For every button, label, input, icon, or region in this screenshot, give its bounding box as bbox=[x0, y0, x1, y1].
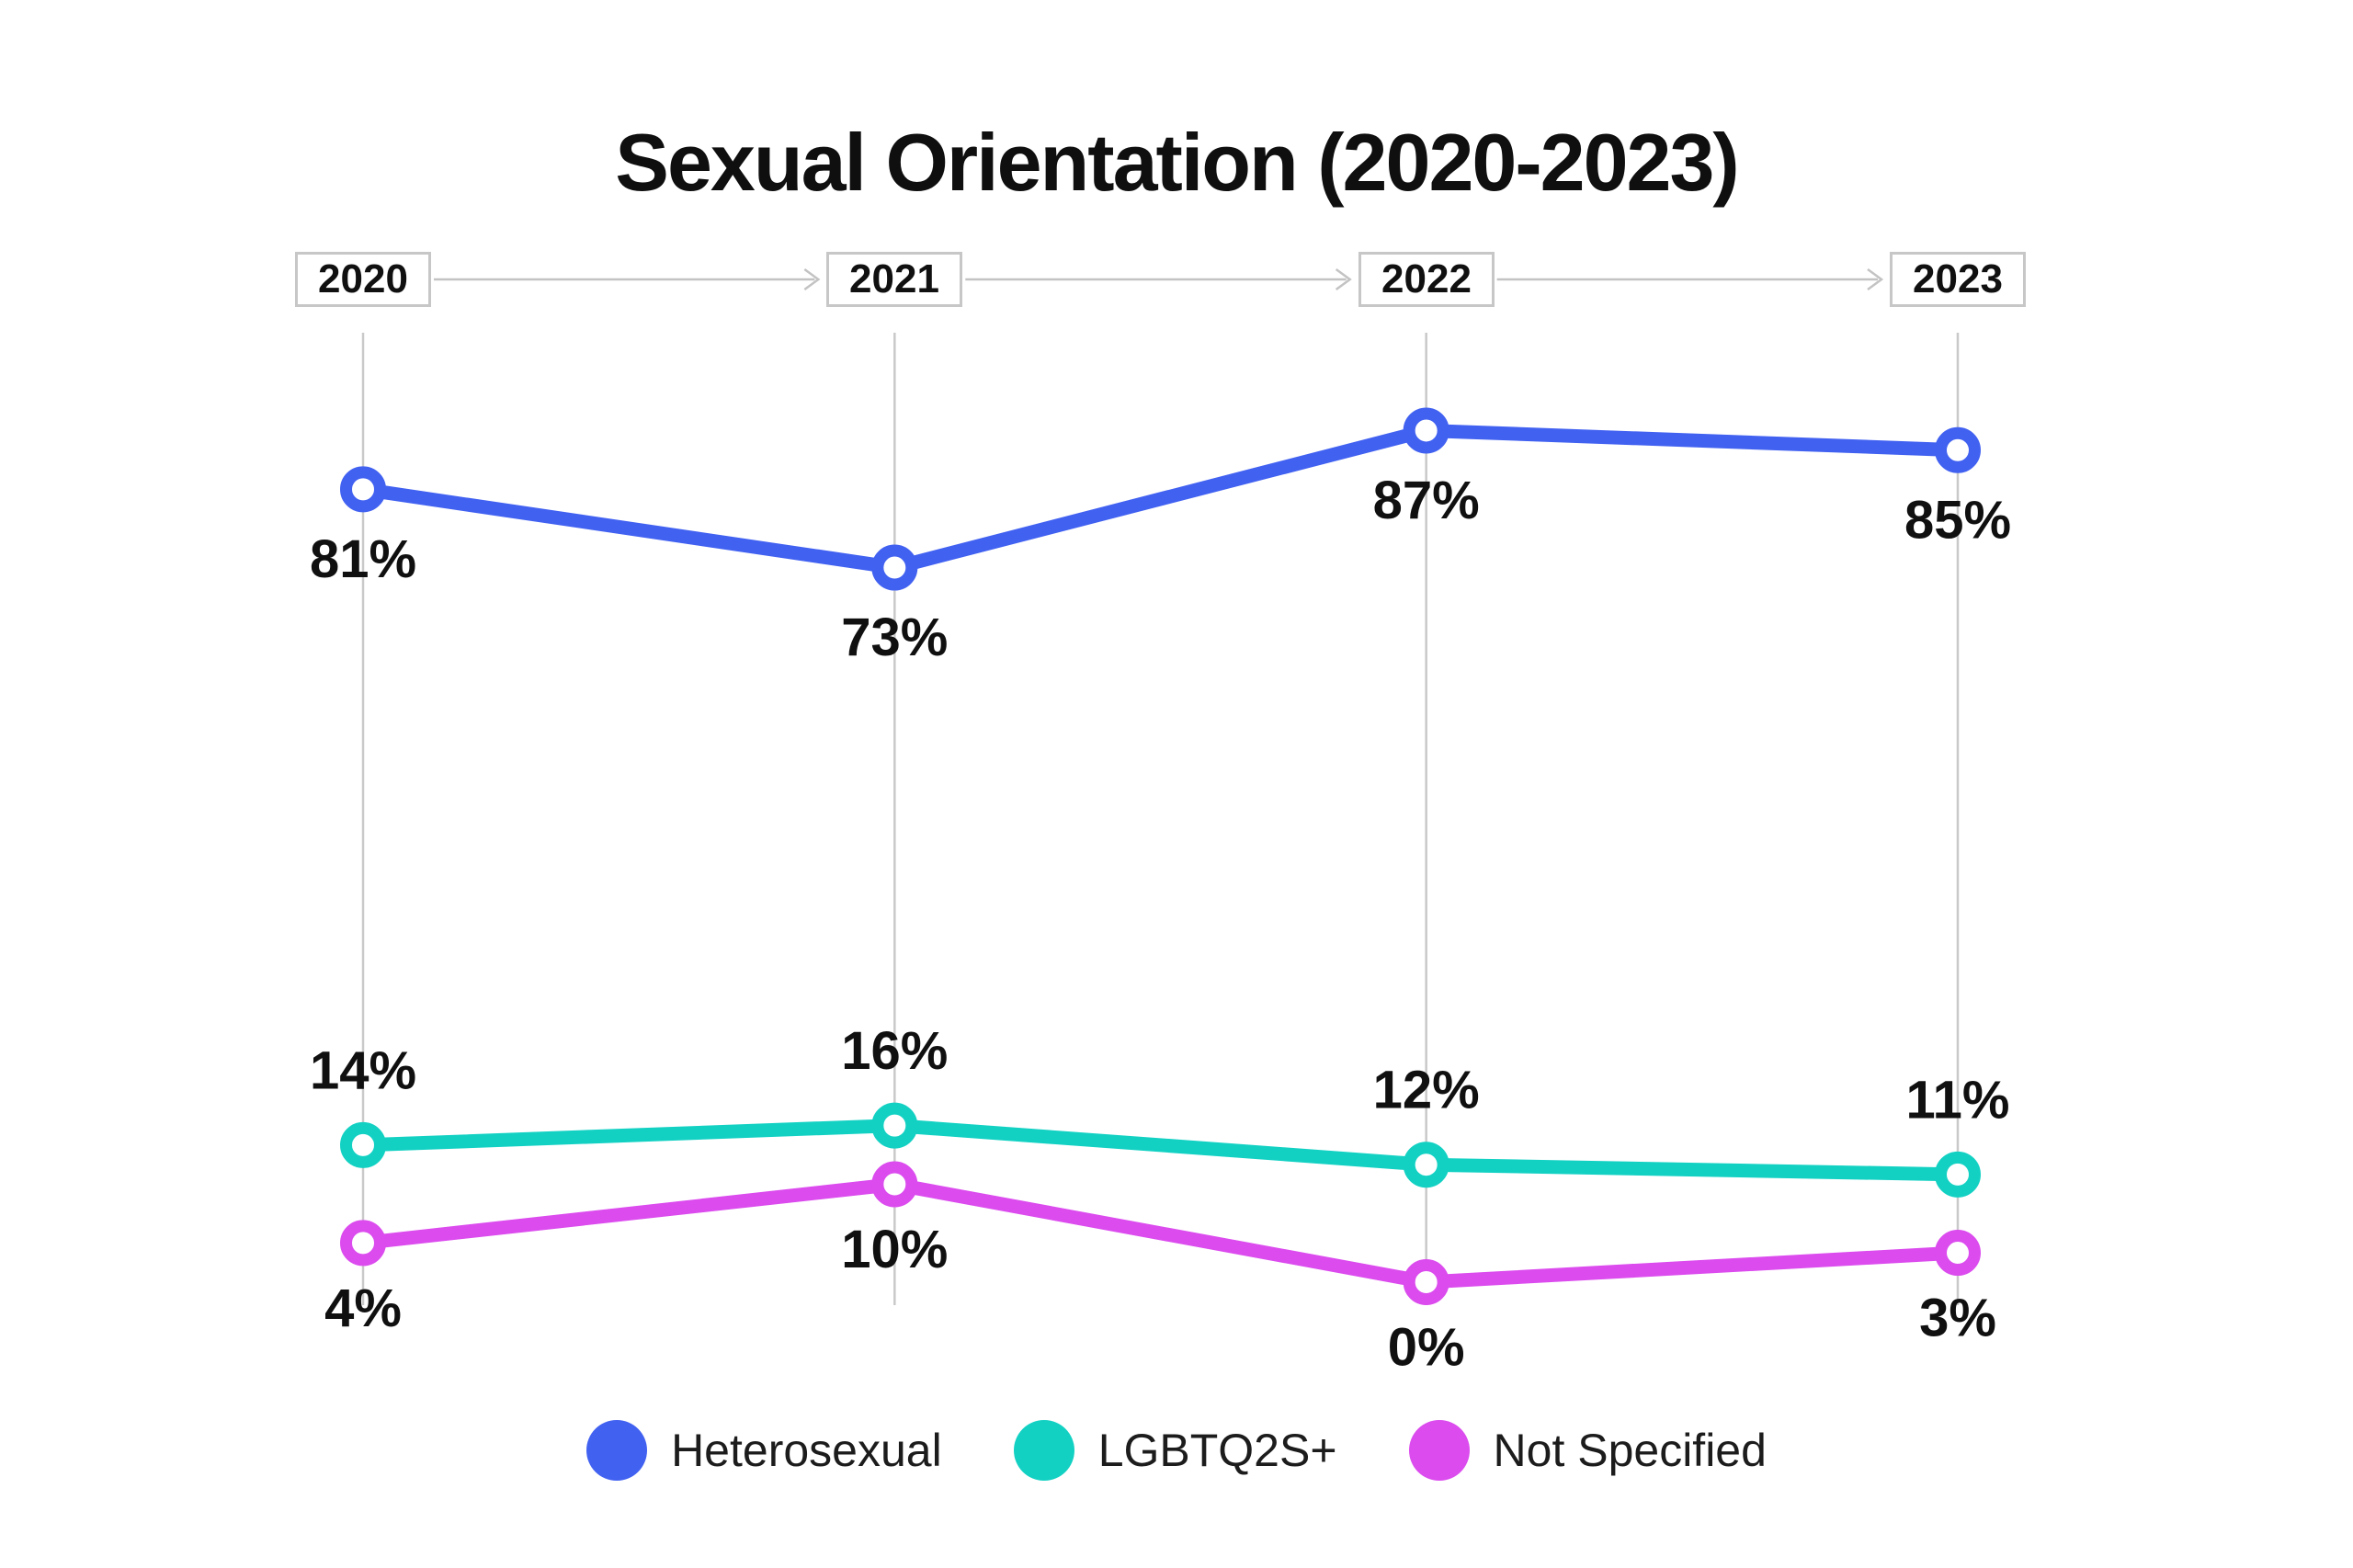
series-line-not-specified bbox=[356, 1177, 1965, 1290]
data-point-marker bbox=[1934, 1151, 1981, 1198]
data-point-marker bbox=[1403, 1142, 1449, 1188]
series-line-heterosexual bbox=[356, 423, 1965, 575]
data-point-label: 4% bbox=[324, 1278, 402, 1338]
legend-item: LGBTQ2S+ bbox=[1013, 1420, 1337, 1481]
series-line-lgbtq2s- bbox=[356, 1119, 1965, 1182]
data-point-label: 12% bbox=[1373, 1061, 1480, 1120]
legend-dot bbox=[586, 1420, 648, 1481]
legend-dot bbox=[1013, 1420, 1074, 1481]
timeline-arrowhead-icon bbox=[803, 267, 821, 291]
data-point-label: 73% bbox=[841, 608, 948, 667]
data-point-label: 85% bbox=[1904, 490, 2011, 550]
data-point-marker bbox=[1934, 1230, 1981, 1277]
legend: Heterosexual LGBTQ2S+ Not Specified bbox=[0, 1420, 2353, 1481]
year-box: 2020 bbox=[295, 252, 431, 307]
data-point-marker bbox=[871, 1161, 918, 1208]
data-point-label: 11% bbox=[1906, 1070, 2010, 1130]
data-point-marker bbox=[871, 544, 918, 591]
legend-dot bbox=[1408, 1420, 1470, 1481]
timeline-arrowhead-icon bbox=[1867, 267, 1884, 291]
data-point-label: 87% bbox=[1373, 471, 1480, 530]
year-box: 2022 bbox=[1358, 252, 1495, 307]
data-point-label: 0% bbox=[1388, 1318, 1465, 1378]
legend-label: Not Specified bbox=[1493, 1425, 1767, 1476]
data-point-marker bbox=[340, 1220, 386, 1267]
year-box: 2021 bbox=[826, 252, 962, 307]
data-point-marker bbox=[1403, 1259, 1449, 1305]
legend-item: Heterosexual bbox=[586, 1420, 942, 1481]
data-point-label: 14% bbox=[310, 1040, 416, 1100]
data-point-label: 16% bbox=[841, 1021, 948, 1081]
legend-label: LGBTQ2S+ bbox=[1097, 1425, 1337, 1476]
data-point-marker bbox=[871, 1102, 918, 1149]
data-point-marker bbox=[1934, 426, 1981, 473]
data-point-label: 81% bbox=[310, 529, 416, 589]
timeline-arrowhead-icon bbox=[1335, 267, 1352, 291]
data-point-marker bbox=[1403, 407, 1449, 454]
year-box: 2023 bbox=[1890, 252, 2026, 307]
legend-item: Not Specified bbox=[1408, 1420, 1767, 1481]
data-point-label: 3% bbox=[1919, 1289, 1996, 1348]
data-point-label: 10% bbox=[841, 1220, 948, 1279]
legend-label: Heterosexual bbox=[671, 1425, 942, 1476]
chart-title: Sexual Orientation (2020-2023) bbox=[615, 117, 1739, 208]
data-point-marker bbox=[340, 1121, 386, 1168]
data-point-marker bbox=[340, 466, 386, 513]
